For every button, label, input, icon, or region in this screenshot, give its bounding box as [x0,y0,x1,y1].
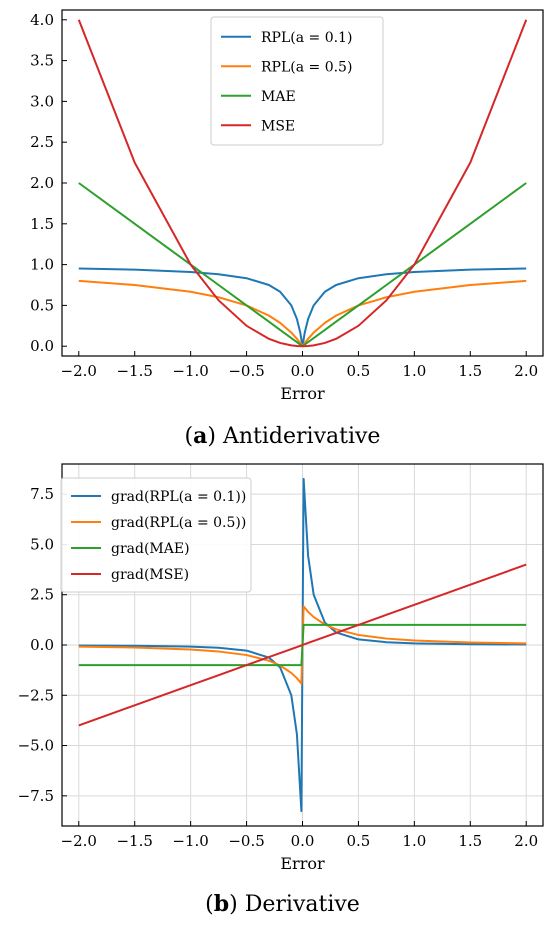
y-tick-label: −7.5 [18,787,54,805]
x-tick-label: −2.0 [61,832,97,850]
series-line-3 [78,182,527,348]
x-tick-label: −0.5 [228,832,264,850]
chart-derivative: −2.0 −1.5 −1.0 −0.5 0.0 0.5 1.0 1.5 2.0 −7.5 −5.0 −… [18,463,544,917]
y-tick-label: 2.5 [30,586,54,604]
y-tick-label: −2.5 [18,686,54,704]
x-tick-label: 1.0 [402,362,426,380]
legend-label: MSE [261,118,295,134]
y-tick-label: 0.0 [30,337,54,355]
y-tick-label: 3.0 [30,92,54,110]
panel-caption: (b) Derivative [205,891,360,917]
legend: RPL(a = 0.1) RPL(a = 0.5) MAE MSE [210,16,384,146]
legend-label: RPL(a = 0.5) [261,59,352,75]
panel-caption: (a) Antiderivative [185,423,381,449]
series-line-4 [78,563,527,727]
x-tick-label: −1.5 [116,832,152,850]
series-line-1 [78,267,527,348]
legend-label: grad(RPL(a = 0.1)) [111,489,246,505]
x-axis-label: Error [280,854,325,873]
y-tick-label: 1.5 [30,215,54,233]
legend-label: grad(MSE) [111,567,189,583]
series-line-2 [78,279,527,348]
x-tick-label: −2.0 [61,362,97,380]
legend-label: RPL(a = 0.1) [261,30,352,46]
x-tick-label: 2.0 [514,832,538,850]
legend-box [210,16,384,146]
x-tick-label: −1.0 [172,362,208,380]
legend: grad(RPL(a = 0.1)) grad(RPL(a = 0.5)) grad… [60,477,252,593]
x-tick-label: 1.5 [458,832,482,850]
x-tick-label: 0.0 [291,362,315,380]
legend-label: grad(RPL(a = 0.5)) [111,515,246,531]
x-tick-label: 0.5 [347,832,371,850]
x-tick-label: 2.0 [514,362,538,380]
y-tick-label: −5.0 [18,737,54,755]
y-tick-label: 0.5 [30,296,54,314]
x-tick-label: −0.5 [228,362,264,380]
y-tick-label: 2.0 [30,174,54,192]
series-line-4 [77,19,528,348]
y-tick-label: 2.5 [30,133,54,151]
x-tick-label: −1.0 [172,832,208,850]
y-tick-label: 3.5 [30,52,54,70]
x-tick-label: −1.5 [116,362,152,380]
y-tick-label: 4.0 [30,11,54,29]
plot-area [78,477,527,813]
legend-label: grad(MAE) [111,541,190,557]
y-tick-label: 1.0 [30,256,54,274]
plot-area [77,19,528,348]
legend-box [60,477,252,593]
x-axis-label: Error [280,384,325,403]
chart-antiderivative: −2.0 −1.5 −1.0 −0.5 0.0 0.5 1.0 1.5 2.0 0.0 0.5 1.0… [30,9,544,449]
y-tick-label: 7.5 [30,485,54,503]
x-tick-label: 0.0 [291,832,315,850]
y-tick-label: 0.0 [30,636,54,654]
x-tick-label: 0.5 [347,362,371,380]
legend-label: MAE [261,89,296,105]
y-tick-label: 5.0 [30,535,54,553]
x-tick-label: 1.0 [402,832,426,850]
x-tick-label: 1.5 [458,362,482,380]
